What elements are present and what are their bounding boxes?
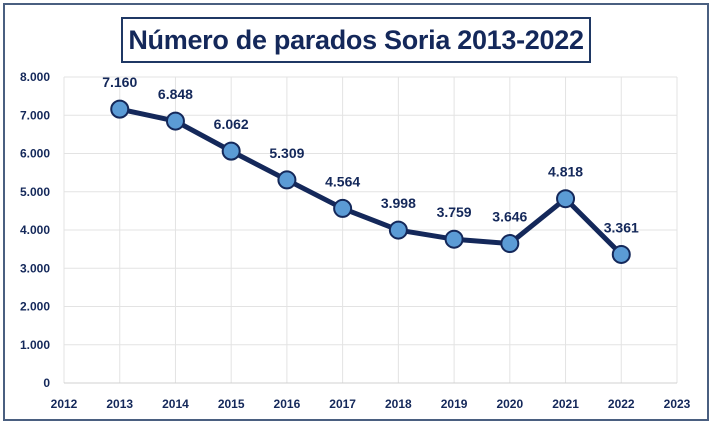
data-point [333, 198, 353, 218]
data-point [556, 189, 576, 209]
data-label: 4.818 [548, 164, 583, 180]
data-label: 5.309 [269, 145, 304, 161]
y-tick-label: 1.000 [20, 338, 50, 352]
y-tick-label: 3.000 [20, 261, 50, 275]
chart-title-box: Número de parados Soria 2013-2022 [121, 17, 591, 63]
x-tick-label: 2013 [106, 397, 133, 411]
data-point [500, 234, 520, 254]
data-label: 3.759 [437, 204, 472, 220]
x-tick-label: 2012 [51, 397, 78, 411]
x-tick-label: 2017 [329, 397, 356, 411]
y-tick-label: 0 [43, 376, 50, 390]
x-tick-label: 2019 [441, 397, 468, 411]
data-label: 6.062 [214, 116, 249, 132]
x-tick-label: 2022 [608, 397, 635, 411]
data-point [611, 244, 631, 264]
x-tick-label: 2015 [218, 397, 245, 411]
data-label: 7.160 [102, 74, 137, 90]
data-label: 3.361 [604, 219, 639, 235]
x-tick-label: 2014 [162, 397, 189, 411]
chart-title: Número de parados Soria 2013-2022 [128, 24, 584, 55]
data-label: 4.564 [325, 173, 360, 189]
x-tick-label: 2018 [385, 397, 412, 411]
data-point [388, 220, 408, 240]
y-tick-label: 5.000 [20, 185, 50, 199]
data-label: 3.646 [492, 209, 527, 225]
y-tick-label: 2.000 [20, 300, 50, 314]
data-point [444, 229, 464, 249]
data-point [110, 99, 130, 119]
series-line [119, 106, 624, 257]
data-label: 3.998 [381, 195, 416, 211]
data-point [277, 170, 297, 190]
y-tick-label: 7.000 [20, 108, 50, 122]
data-point [221, 141, 241, 161]
x-tick-label: 2021 [552, 397, 579, 411]
data-label: 6.848 [158, 86, 193, 102]
x-tick-label: 2016 [274, 397, 301, 411]
x-tick-label: 2020 [496, 397, 523, 411]
y-tick-label: 6.000 [20, 147, 50, 161]
data-point [165, 111, 185, 131]
y-tick-label: 8.000 [20, 70, 50, 84]
x-tick-label: 2023 [664, 397, 691, 411]
y-tick-label: 4.000 [20, 223, 50, 237]
